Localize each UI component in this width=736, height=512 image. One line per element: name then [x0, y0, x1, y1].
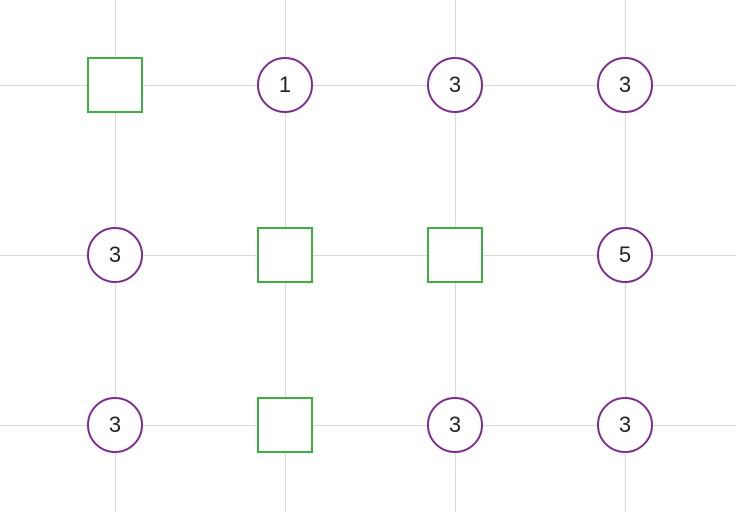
- node-label: 3: [449, 412, 461, 438]
- grid-node-1-2: [427, 227, 483, 283]
- grid-node-1-0: 3: [87, 227, 143, 283]
- grid-node-0-0: [87, 57, 143, 113]
- node-label: 3: [449, 72, 461, 98]
- grid-node-1-1: [257, 227, 313, 283]
- node-label: 3: [619, 412, 631, 438]
- node-label: 3: [619, 72, 631, 98]
- node-label: 5: [619, 242, 631, 268]
- grid-node-2-0: 3: [87, 397, 143, 453]
- grid-node-1-3: 5: [597, 227, 653, 283]
- grid-node-0-3: 3: [597, 57, 653, 113]
- node-label: 3: [109, 412, 121, 438]
- grid-node-0-1: 1: [257, 57, 313, 113]
- node-label: 3: [109, 242, 121, 268]
- grid-node-2-1: [257, 397, 313, 453]
- node-label: 1: [279, 72, 291, 98]
- grid-node-2-3: 3: [597, 397, 653, 453]
- grid-node-2-2: 3: [427, 397, 483, 453]
- diagram-canvas: 1 3 3 3 5 3 3 3: [0, 0, 736, 512]
- grid-node-0-2: 3: [427, 57, 483, 113]
